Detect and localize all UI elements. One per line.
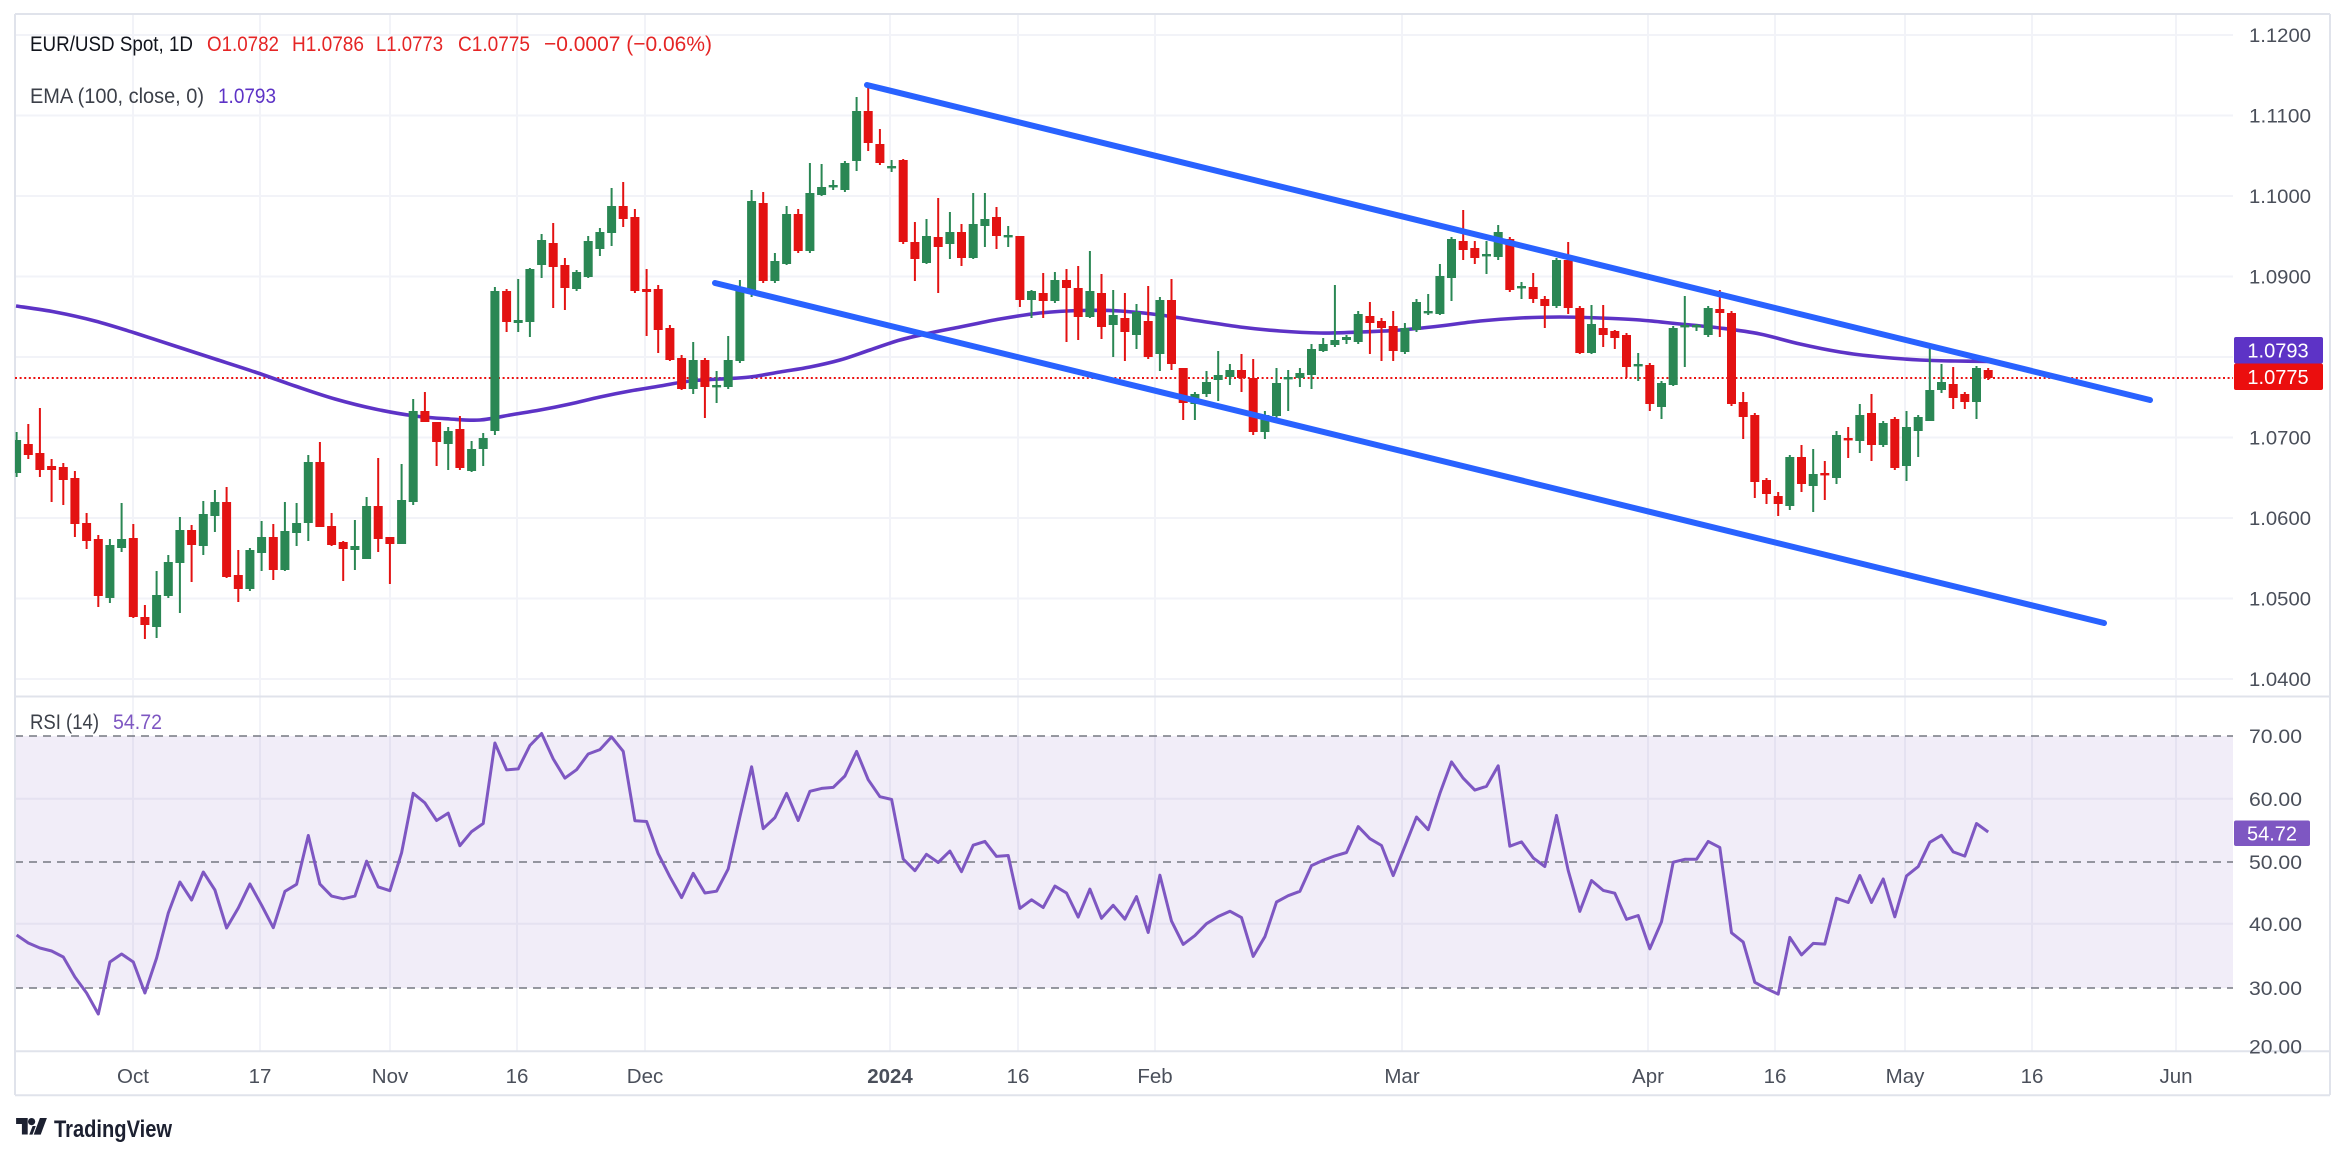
svg-text:60.00: 60.00 bbox=[2249, 789, 2302, 811]
svg-text:Oct: Oct bbox=[117, 1065, 149, 1088]
svg-text:Dec: Dec bbox=[627, 1065, 663, 1088]
svg-text:54.72: 54.72 bbox=[2247, 824, 2297, 846]
svg-text:C1.0775: C1.0775 bbox=[458, 32, 530, 56]
svg-text:1.0793: 1.0793 bbox=[2247, 341, 2308, 363]
svg-text:16: 16 bbox=[2021, 1065, 2044, 1088]
svg-text:30.00: 30.00 bbox=[2249, 978, 2302, 1000]
svg-text:TradingView: TradingView bbox=[54, 1116, 173, 1143]
svg-text:Nov: Nov bbox=[372, 1065, 409, 1088]
svg-text:16: 16 bbox=[1007, 1065, 1030, 1088]
svg-text:1.1100: 1.1100 bbox=[2249, 106, 2311, 128]
svg-text:Jun: Jun bbox=[2159, 1065, 2192, 1088]
svg-text:L1.0773: L1.0773 bbox=[376, 32, 443, 56]
svg-text:2024: 2024 bbox=[867, 1065, 913, 1088]
svg-text:O1.0782: O1.0782 bbox=[207, 32, 279, 56]
svg-text:1.0900: 1.0900 bbox=[2249, 267, 2311, 289]
svg-text:−0.0007 (−0.06%): −0.0007 (−0.06%) bbox=[544, 32, 712, 56]
svg-text:54.72: 54.72 bbox=[113, 711, 162, 734]
svg-text:1.1000: 1.1000 bbox=[2249, 186, 2311, 208]
svg-text:Feb: Feb bbox=[1137, 1065, 1172, 1088]
svg-text:16: 16 bbox=[506, 1065, 529, 1088]
svg-text:1.0700: 1.0700 bbox=[2249, 428, 2311, 450]
svg-text:1.0400: 1.0400 bbox=[2249, 669, 2311, 691]
svg-text:20.00: 20.00 bbox=[2249, 1036, 2302, 1058]
svg-text:50.00: 50.00 bbox=[2249, 852, 2302, 874]
svg-text:May: May bbox=[1886, 1065, 1925, 1088]
svg-text:40.00: 40.00 bbox=[2249, 914, 2302, 936]
svg-text:70.00: 70.00 bbox=[2249, 726, 2302, 748]
svg-text:1.0793: 1.0793 bbox=[218, 84, 276, 108]
svg-text:1.0500: 1.0500 bbox=[2249, 589, 2311, 611]
svg-text:H1.0786: H1.0786 bbox=[292, 32, 364, 56]
svg-text:EUR/USD Spot, 1D: EUR/USD Spot, 1D bbox=[30, 32, 193, 56]
svg-text:1.1200: 1.1200 bbox=[2249, 25, 2311, 47]
svg-text:Mar: Mar bbox=[1384, 1065, 1419, 1088]
svg-text:RSI (14): RSI (14) bbox=[30, 711, 99, 734]
svg-text:1.0600: 1.0600 bbox=[2249, 508, 2311, 530]
svg-text:EMA (100, close, 0): EMA (100, close, 0) bbox=[30, 84, 204, 108]
svg-text:17: 17 bbox=[249, 1065, 272, 1088]
svg-text:16: 16 bbox=[1764, 1065, 1787, 1088]
svg-text:1.0775: 1.0775 bbox=[2247, 367, 2308, 389]
svg-text:Apr: Apr bbox=[1632, 1065, 1664, 1088]
